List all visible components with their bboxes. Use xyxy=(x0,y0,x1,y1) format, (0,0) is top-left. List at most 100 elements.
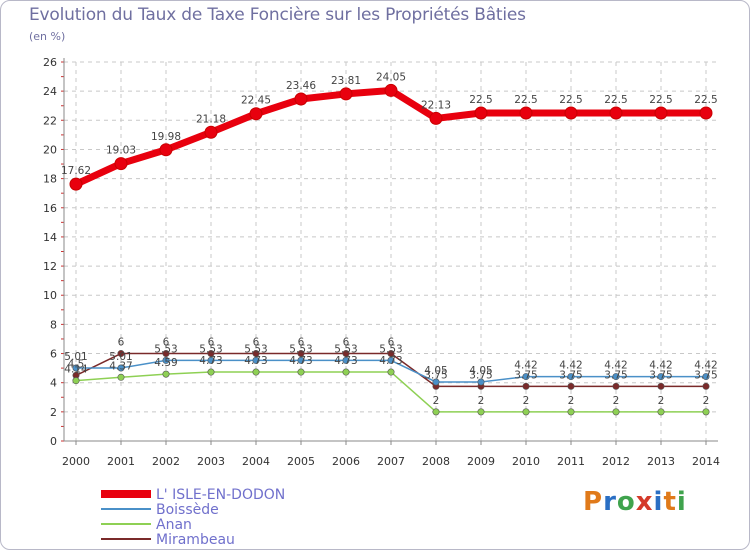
data-point xyxy=(297,350,305,358)
legend-label: Mirambeau xyxy=(156,532,235,548)
data-point xyxy=(429,111,443,125)
x-tick-label: 2007 xyxy=(377,455,405,468)
data-point xyxy=(252,368,260,376)
data-label: 22.5 xyxy=(649,94,672,106)
proxiti-logo: Proxiti xyxy=(583,487,687,517)
data-label: 4.73 xyxy=(379,355,402,367)
data-point xyxy=(204,125,218,139)
data-label: 22.5 xyxy=(469,94,492,106)
data-label: 3.75 xyxy=(559,369,582,381)
x-tick-label: 2006 xyxy=(332,455,360,468)
logo-letter: t xyxy=(663,487,677,517)
data-point xyxy=(342,356,350,364)
data-label: 5.53 xyxy=(244,343,267,355)
data-label: 6 xyxy=(298,337,305,349)
data-label: 22.5 xyxy=(604,94,627,106)
data-label: 4.05 xyxy=(469,365,492,377)
y-tick-label: 6 xyxy=(50,348,57,361)
x-tick-label: 2005 xyxy=(287,455,315,468)
data-point xyxy=(297,356,305,364)
data-label: 4.73 xyxy=(199,355,222,367)
data-label: 6 xyxy=(343,337,350,349)
data-point xyxy=(609,106,623,120)
data-point xyxy=(519,106,533,120)
data-point xyxy=(612,373,620,381)
data-point xyxy=(654,106,668,120)
data-label: 4.42 xyxy=(649,360,672,372)
data-point xyxy=(114,157,128,171)
data-label: 2 xyxy=(613,395,620,407)
data-point xyxy=(567,408,575,416)
data-point xyxy=(474,106,488,120)
data-label: 2 xyxy=(478,395,485,407)
data-label: 22.5 xyxy=(514,94,537,106)
data-label: 4.42 xyxy=(604,360,627,372)
data-point xyxy=(117,373,125,381)
data-label: 24.05 xyxy=(376,71,406,83)
logo-letter: x xyxy=(635,487,654,517)
data-point xyxy=(522,382,530,390)
series-commune-2 xyxy=(72,368,710,416)
data-point xyxy=(387,356,395,364)
data-point xyxy=(567,373,575,381)
data-label: 2 xyxy=(433,395,440,407)
data-label: 3.75 xyxy=(424,369,447,381)
data-label: 3.75 xyxy=(469,369,492,381)
data-label: 5.53 xyxy=(379,343,402,355)
data-point xyxy=(612,382,620,390)
data-point xyxy=(342,350,350,358)
data-label: 5.53 xyxy=(334,343,357,355)
x-tick-label: 2002 xyxy=(152,455,180,468)
data-label: 4.73 xyxy=(289,355,312,367)
x-tick-label: 2013 xyxy=(647,455,675,468)
y-tick-label: 8 xyxy=(50,318,57,331)
y-tick-label: 10 xyxy=(43,289,57,302)
data-point xyxy=(159,143,173,157)
data-point xyxy=(657,408,665,416)
data-label: 4.05 xyxy=(424,365,447,377)
data-label: 19.98 xyxy=(151,131,181,143)
data-label: 22.13 xyxy=(421,99,451,111)
y-tick-label: 18 xyxy=(43,173,57,186)
data-label: 3.75 xyxy=(604,369,627,381)
data-point xyxy=(252,350,260,358)
data-label: 3.75 xyxy=(514,369,537,381)
data-point xyxy=(207,350,215,358)
data-label: 5.01 xyxy=(109,351,132,363)
data-point xyxy=(387,350,395,358)
series-commune-3 xyxy=(72,350,710,390)
series-commune-1 xyxy=(72,356,710,386)
logo-letter: r xyxy=(603,487,617,517)
data-label: 2 xyxy=(523,395,530,407)
data-label: 22.45 xyxy=(241,95,271,107)
x-tick-label: 2004 xyxy=(242,455,270,468)
data-label: 4.73 xyxy=(244,355,267,367)
data-label: 4.42 xyxy=(559,360,582,372)
data-point xyxy=(564,106,578,120)
data-point xyxy=(387,368,395,376)
y-tick-label: 26 xyxy=(43,56,57,69)
data-label: 5.53 xyxy=(289,343,312,355)
y-tick-label: 4 xyxy=(50,377,57,390)
data-point xyxy=(117,364,125,372)
x-tick-label: 2012 xyxy=(602,455,630,468)
x-tick-label: 2011 xyxy=(557,455,585,468)
data-point xyxy=(72,364,80,372)
data-label: 2 xyxy=(568,395,575,407)
data-point xyxy=(432,408,440,416)
data-label: 5.53 xyxy=(199,343,222,355)
data-point xyxy=(699,106,713,120)
data-label: 3.75 xyxy=(694,369,717,381)
data-point xyxy=(522,373,530,381)
logo-letter: P xyxy=(583,487,604,517)
y-tick-label: 24 xyxy=(43,85,57,98)
y-tick-label: 0 xyxy=(50,435,57,448)
data-point xyxy=(702,382,710,390)
unit-label: (en %) xyxy=(29,30,66,43)
x-tick-label: 2000 xyxy=(62,455,90,468)
y-tick-label: 16 xyxy=(43,202,57,215)
data-label: 23.81 xyxy=(331,75,361,87)
